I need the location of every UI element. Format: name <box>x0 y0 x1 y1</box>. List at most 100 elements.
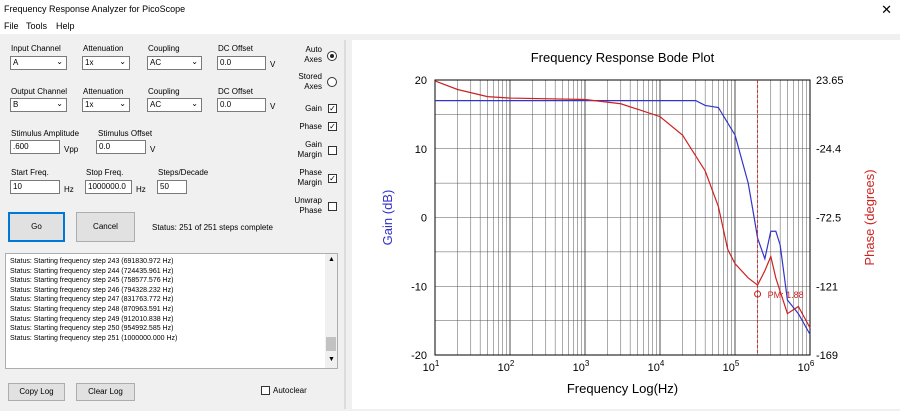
log-line: Status: Starting frequency step 245 (758… <box>10 277 174 285</box>
clear-log-button[interactable]: Clear Log <box>76 383 135 401</box>
phase-series-line <box>434 80 811 329</box>
y-tick-label: 20 <box>415 75 427 87</box>
log-line: Status: Starting frequency step 250 (954… <box>10 325 174 333</box>
unwrap-phase-label: Unwrap Phase <box>294 196 322 215</box>
gain-margin-label: Gain Margin <box>297 140 322 159</box>
x-tick-exponent: 3 <box>585 359 590 368</box>
output-channel-label: Output Channel <box>11 87 68 96</box>
stimulus-offset-unit: V <box>150 145 156 154</box>
input-attenuation-label: Attenuation <box>83 44 124 53</box>
phase-checkbox[interactable]: ✓ <box>328 122 337 131</box>
phase-margin-checkbox[interactable]: ✓ <box>328 174 337 183</box>
copy-log-button[interactable]: Copy Log <box>8 383 65 401</box>
gain-margin-checkbox[interactable] <box>328 146 337 155</box>
unwrap-phase-checkbox[interactable] <box>328 202 337 211</box>
x-axis-label: Frequency Log(Hz) <box>567 381 678 396</box>
chevron-down-icon: ⌄ <box>119 57 126 66</box>
y-tick-label: -10 <box>411 281 427 293</box>
chevron-down-icon: ⌄ <box>56 57 63 66</box>
output-dc-offset-field[interactable]: 0.0 <box>217 98 266 112</box>
input-dc-unit: V <box>270 60 276 69</box>
log-line: Status: Starting frequency step 249 (912… <box>10 315 174 323</box>
input-dc-offset-field[interactable]: 0.0 <box>217 56 266 70</box>
autoclear-label: Autoclear <box>273 386 307 395</box>
chevron-down-icon: ⌄ <box>191 99 198 108</box>
stop-freq-unit: Hz <box>136 185 146 194</box>
gain-checkbox[interactable]: ✓ <box>328 104 337 113</box>
y-tick-label: 10 <box>415 144 427 156</box>
stimulus-amplitude-unit: Vpp <box>64 145 79 154</box>
stimulus-amplitude-field[interactable]: .600 <box>10 140 60 154</box>
y-axis-label: Gain (dB) <box>380 190 395 246</box>
input-coupling-label: Coupling <box>148 44 180 53</box>
input-coupling-select[interactable]: AC ⌄ <box>147 56 202 70</box>
input-dc-offset-label: DC Offset <box>218 44 253 53</box>
x-tick-exponent: 6 <box>810 359 815 368</box>
x-tick-exponent: 5 <box>735 359 740 368</box>
phase-label: Phase <box>299 122 322 131</box>
auto-axes-radio[interactable] <box>327 51 337 61</box>
start-freq-label: Start Freq. <box>11 168 49 177</box>
status-log[interactable]: Status: Starting frequency step 243 (691… <box>5 253 338 369</box>
y2-axis-label: Phase (degrees) <box>862 169 877 265</box>
log-line: Status: Starting frequency step 244 (724… <box>10 267 174 275</box>
stored-axes-radio[interactable] <box>327 77 337 87</box>
chevron-down-icon: ⌄ <box>191 57 198 66</box>
menu-help[interactable]: Help <box>56 21 75 31</box>
autoclear-checkbox[interactable] <box>261 386 270 395</box>
y2-tick-label: -24.4 <box>816 144 841 156</box>
chart-title: Frequency Response Bode Plot <box>531 50 715 65</box>
window-title: Frequency Response Analyzer for PicoScop… <box>4 4 186 14</box>
chevron-down-icon: ⌄ <box>119 99 126 108</box>
x-tick-exponent: 4 <box>660 359 665 368</box>
x-tick-label: 106 <box>798 359 815 374</box>
scroll-down-icon[interactable]: ▼ <box>328 356 335 363</box>
cancel-button[interactable]: Cancel <box>76 212 135 242</box>
output-coupling-select[interactable]: AC ⌄ <box>147 98 202 112</box>
phase-margin-marker <box>754 290 762 298</box>
steps-decade-label: Steps/Decade <box>158 168 209 177</box>
log-line: Status: Starting frequency step 246 (794… <box>10 286 174 294</box>
auto-axes-label: Auto Axes <box>304 45 322 64</box>
log-line: Status: Starting frequency step 243 (691… <box>10 258 174 265</box>
status-text: Status: 251 of 251 steps complete <box>152 223 273 232</box>
x-tick-label: 104 <box>648 359 665 374</box>
log-scrollbar[interactable]: ▲ ▼ <box>325 254 337 368</box>
stop-freq-label: Stop Freq. <box>86 168 124 177</box>
phase-margin-label: PM: 1.88 <box>768 290 804 300</box>
start-freq-field[interactable]: 10 <box>10 180 60 194</box>
stimulus-offset-label: Stimulus Offset <box>98 129 153 138</box>
panel-divider <box>344 40 346 409</box>
x-tick-label: 102 <box>498 359 515 374</box>
menu-file[interactable]: File <box>4 21 19 31</box>
output-channel-select[interactable]: B ⌄ <box>10 98 67 112</box>
bode-plot-panel: Frequency Response Bode Plot 20 10 0 -10 -20 2… <box>352 40 900 409</box>
scroll-thumb[interactable] <box>326 337 336 351</box>
phase-margin-label: Phase Margin <box>297 168 322 187</box>
log-line: Status: Starting frequency step 248 (870… <box>10 306 174 313</box>
gain-label: Gain <box>305 104 322 113</box>
y2-tick-label: -169 <box>816 350 838 362</box>
stimulus-offset-field[interactable]: 0.0 <box>96 140 146 154</box>
input-channel-select[interactable]: A ⌄ <box>10 56 67 70</box>
bode-plot: Frequency Response Bode Plot 20 10 0 -10 -20 2… <box>380 50 877 396</box>
stimulus-amplitude-label: Stimulus Amplitude <box>11 129 80 138</box>
y-tick-label: -20 <box>411 350 427 362</box>
menu-tools[interactable]: Tools <box>26 21 48 31</box>
x-tick-label: 101 <box>423 359 440 374</box>
go-button[interactable]: Go <box>8 212 65 242</box>
log-line: Status: Starting frequency step 251 (100… <box>10 334 178 342</box>
scroll-up-icon[interactable]: ▲ <box>328 256 335 263</box>
input-attenuation-select[interactable]: 1x ⌄ <box>82 56 130 70</box>
output-dc-offset-label: DC Offset <box>218 87 253 96</box>
close-icon[interactable]: ✕ <box>881 2 892 17</box>
y2-tick-label: 23.65 <box>816 75 844 87</box>
x-tick-exponent: 2 <box>510 359 515 368</box>
output-coupling-label: Coupling <box>148 87 180 96</box>
log-line: Status: Starting frequency step 247 (831… <box>10 296 174 304</box>
stop-freq-field[interactable]: 1000000.0 <box>85 180 132 194</box>
gain-series-line <box>435 100 811 335</box>
steps-decade-field[interactable]: 50 <box>157 180 187 194</box>
title-bar: Frequency Response Analyzer for PicoScop… <box>0 0 900 19</box>
output-attenuation-select[interactable]: 1x ⌄ <box>82 98 130 112</box>
